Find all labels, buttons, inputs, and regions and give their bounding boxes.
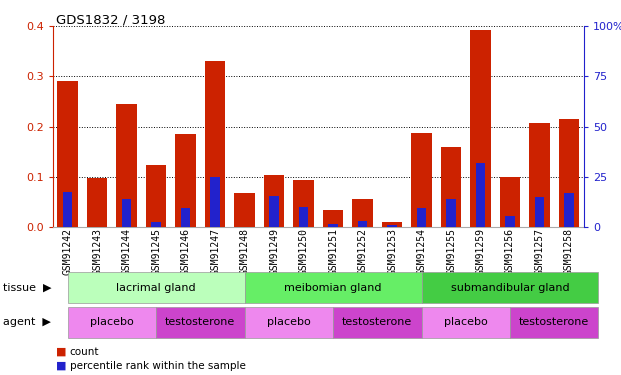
Bar — [211, 177, 220, 227]
Bar — [382, 222, 402, 227]
Text: tissue  ▶: tissue ▶ — [3, 283, 52, 292]
Bar — [564, 193, 574, 227]
Bar — [500, 177, 520, 227]
Bar — [329, 224, 338, 227]
Bar — [323, 210, 343, 227]
Text: testosterone: testosterone — [342, 317, 412, 327]
Bar — [205, 62, 225, 227]
Bar — [535, 197, 544, 227]
Text: placebo: placebo — [444, 317, 487, 327]
Text: submandibular gland: submandibular gland — [451, 283, 569, 292]
Text: agent  ▶: agent ▶ — [3, 317, 51, 327]
Bar — [87, 178, 107, 227]
Bar — [476, 163, 485, 227]
Bar — [270, 196, 279, 227]
Bar — [299, 207, 308, 227]
Bar — [181, 209, 190, 227]
Bar — [234, 193, 255, 227]
Text: meibomian gland: meibomian gland — [284, 283, 382, 292]
Bar — [529, 123, 550, 227]
Text: GDS1832 / 3198: GDS1832 / 3198 — [56, 13, 165, 26]
Bar — [152, 222, 161, 227]
Text: lacrimal gland: lacrimal gland — [116, 283, 196, 292]
Text: ■: ■ — [56, 347, 66, 357]
Bar — [57, 81, 78, 227]
Text: placebo: placebo — [90, 317, 134, 327]
Bar — [505, 216, 515, 227]
Bar — [264, 175, 284, 227]
Bar — [63, 192, 72, 227]
Text: percentile rank within the sample: percentile rank within the sample — [70, 361, 245, 370]
Bar — [559, 119, 579, 227]
Text: testosterone: testosterone — [165, 317, 235, 327]
Bar — [358, 221, 367, 227]
Text: ■: ■ — [56, 361, 66, 370]
Bar — [411, 133, 432, 227]
Bar — [446, 199, 456, 227]
Bar — [146, 165, 166, 227]
Bar — [388, 225, 397, 227]
Bar — [122, 199, 131, 227]
Bar — [441, 147, 461, 227]
Bar — [293, 180, 314, 227]
Bar — [352, 199, 373, 227]
Text: count: count — [70, 347, 99, 357]
Text: placebo: placebo — [267, 317, 310, 327]
Bar — [116, 105, 137, 227]
Bar — [470, 30, 491, 227]
Bar — [175, 134, 196, 227]
Bar — [417, 208, 426, 227]
Text: testosterone: testosterone — [519, 317, 589, 327]
